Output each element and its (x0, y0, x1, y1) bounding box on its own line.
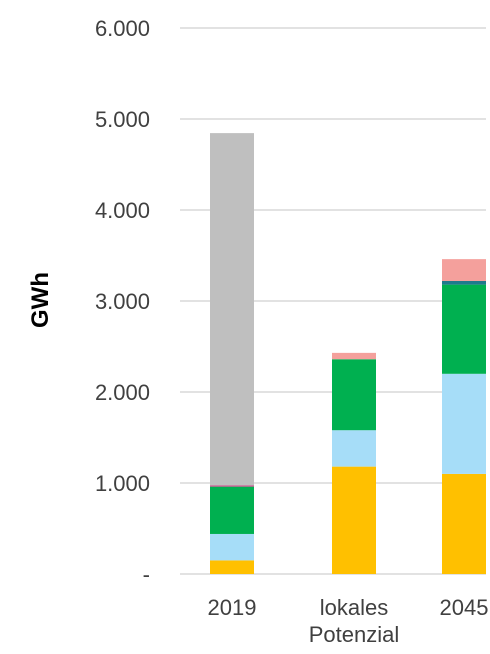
bar-segment (210, 533, 254, 561)
bar-segment (332, 352, 376, 360)
y-tick-label: - (143, 562, 150, 587)
bar-segment (442, 373, 486, 474)
bar-segment (332, 430, 376, 467)
bar-segment (210, 133, 254, 486)
y-tick-labels: - 1.000 2.000 3.000 4.000 5.000 6.000 (95, 16, 150, 587)
y-tick-label: 3.000 (95, 289, 150, 314)
bar-segment (442, 259, 486, 281)
y-tick-label: 6.000 (95, 16, 150, 41)
bar-segment (210, 485, 254, 487)
bar-segment (210, 486, 254, 534)
bar-segment (332, 466, 376, 574)
x-category-labels: 2019 lokales Potenzial 2045 (208, 595, 489, 647)
bar-segment (332, 359, 376, 431)
bar-segment (210, 560, 254, 574)
y-tick-label: 5.000 (95, 107, 150, 132)
x-category-label: lokales Potenzial (309, 595, 400, 647)
bar-segment (442, 284, 486, 374)
y-tick-label: 4.000 (95, 198, 150, 223)
bars (210, 133, 486, 574)
y-tick-label: 1.000 (95, 471, 150, 496)
x-category-label: 2045 (440, 595, 489, 620)
y-axis-label: GWh (27, 272, 54, 328)
bar-segment (442, 280, 486, 285)
bar-segment (442, 473, 486, 574)
y-tick-label: 2.000 (95, 380, 150, 405)
x-category-label: 2019 (208, 595, 257, 620)
